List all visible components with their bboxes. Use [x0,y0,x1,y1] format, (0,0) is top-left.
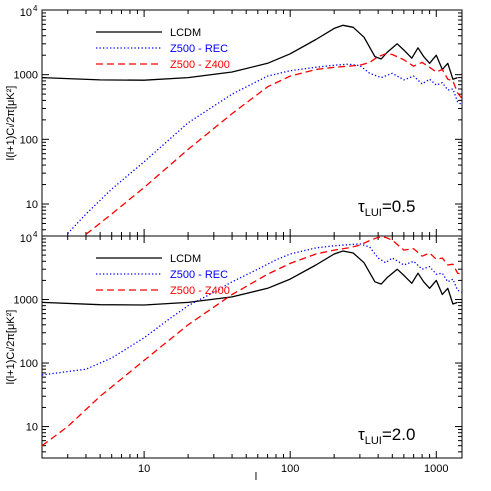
series-line [85,53,462,235]
series-line [67,63,462,234]
x-tick-label: 10 [138,463,150,475]
tau-annotation: τLUI=0.5 [358,197,415,219]
y-tick-label: 10 [26,199,38,211]
y-tick-label: 1000 [14,295,38,307]
x-tick-label: 100 [281,463,299,475]
series-group [42,24,462,235]
legend-label: Z500 - REC [170,43,228,55]
legend-label: Z500 - REC [170,269,228,281]
series-line [42,250,458,306]
legend-label: Z500 - Z400 [170,59,230,71]
legend-label: LCDM [170,253,201,265]
y-tick-label-exponent: 4 [33,4,38,13]
x-axis-label: l [255,471,257,483]
x-tick-label: 1000 [424,463,448,475]
series-group [42,236,462,447]
y-tick-label: 100 [20,134,38,146]
y-tick-label: 1000 [14,70,38,82]
y-tick-label: 10 [26,422,38,434]
y-tick-label: 100 [20,358,38,370]
plot-frame [41,235,463,459]
y-axis-label: l(l+1)Cₗ/2π[μK²] [5,310,17,385]
tau-annotation: τLUI=2.0 [358,425,415,447]
y-tick-label: 10 [20,233,32,245]
legend-label: LCDM [170,27,201,39]
series-line [42,24,458,81]
y-tick-label-exponent: 4 [33,230,38,239]
series-line [42,243,462,376]
legend-label: Z500 - Z400 [170,285,230,297]
series-line [42,236,462,447]
y-tick-label: 10 [20,7,32,19]
y-axis-label: l(l+1)Cₗ/2π[μK²] [5,86,17,161]
